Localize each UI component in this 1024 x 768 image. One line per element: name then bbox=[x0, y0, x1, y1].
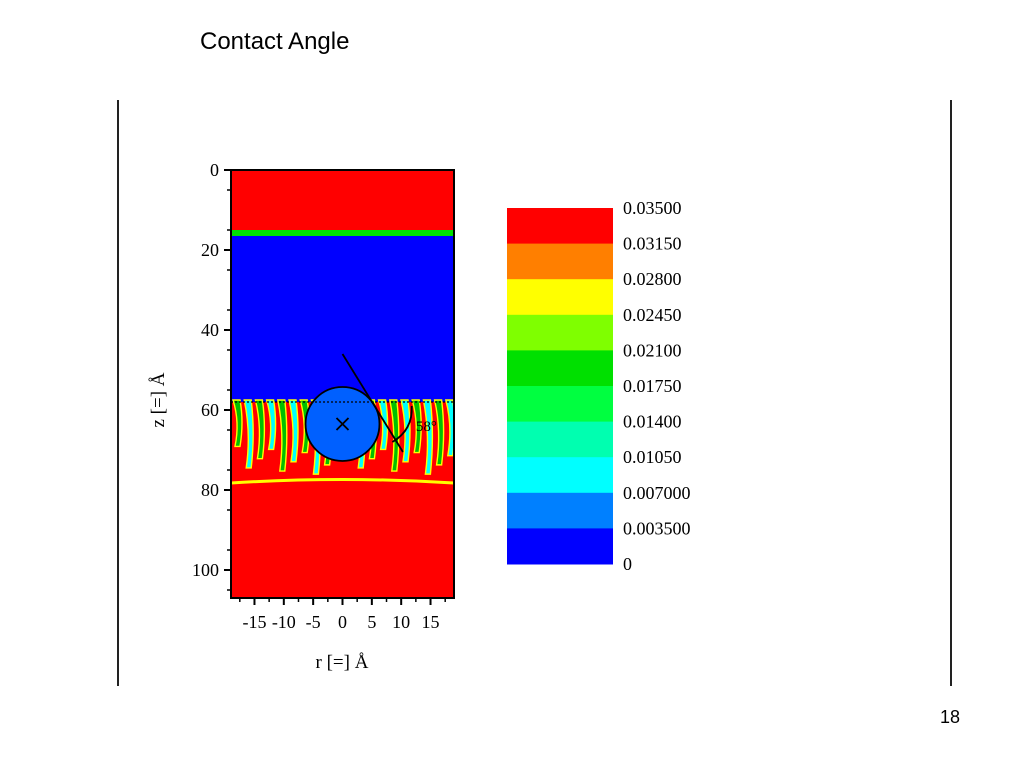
colorbar-segment bbox=[507, 492, 613, 529]
colorbar-segment bbox=[507, 528, 613, 565]
colorbar-segment bbox=[507, 457, 613, 494]
colorbar-label: 0.02450 bbox=[623, 305, 682, 325]
colorbar-segment bbox=[507, 386, 613, 423]
y-tick-label: 60 bbox=[201, 400, 219, 420]
density-finger bbox=[276, 399, 288, 472]
sphere-overlay: 58° bbox=[231, 353, 454, 462]
colorbar-segment bbox=[507, 421, 613, 458]
colorbar-label: 0.003500 bbox=[623, 518, 691, 538]
density-finger bbox=[232, 399, 243, 448]
colorbar: 0.03500 0.03150 0.02800 0.02450 0.02100 0.017… bbox=[507, 198, 691, 574]
density-finger bbox=[422, 399, 434, 475]
slide-title: Contact Angle bbox=[200, 28, 350, 55]
colorbar-label: 0.01400 bbox=[623, 412, 682, 432]
colorbar-segment bbox=[507, 208, 613, 245]
x-tick-label: 10 bbox=[392, 612, 410, 632]
x-tick-label: -10 bbox=[272, 612, 296, 632]
colorbar-label: 0.01750 bbox=[623, 376, 682, 396]
density-region-0 bbox=[231, 170, 454, 230]
y-tick-label: 100 bbox=[192, 560, 219, 580]
density-finger bbox=[411, 399, 422, 454]
colorbar-label: 0.02100 bbox=[623, 340, 682, 360]
density-finger bbox=[377, 399, 389, 451]
y-tick-label: 20 bbox=[201, 240, 219, 260]
colorbar-label: 0.03500 bbox=[623, 198, 682, 218]
page-number: 18 bbox=[940, 707, 961, 727]
colorbar-label: 0 bbox=[623, 554, 632, 574]
y-tick-label: 40 bbox=[201, 320, 219, 340]
y-axis-label: z [=] Å bbox=[148, 372, 169, 427]
x-tick-label: 0 bbox=[338, 612, 347, 632]
density-finger bbox=[388, 399, 400, 472]
density-finger bbox=[254, 399, 266, 460]
colorbar-label: 0.02800 bbox=[623, 269, 682, 289]
angle-arc bbox=[391, 405, 413, 443]
plot-area bbox=[231, 170, 454, 598]
density-finger bbox=[444, 399, 454, 457]
x-tick-label: 5 bbox=[367, 612, 376, 632]
density-finger bbox=[433, 399, 445, 466]
contact-angle-label: 58° bbox=[416, 419, 437, 435]
x-tick-label: -5 bbox=[306, 612, 321, 632]
sphere-center-marker bbox=[335, 417, 350, 431]
x-tick-label: 15 bbox=[422, 612, 440, 632]
figure-frame: 0 20 40 60 80 100 -15 -10 -5 0 5 10 15 z [=] Å r [=]… bbox=[117, 100, 952, 686]
colorbar-label: 0.01050 bbox=[623, 447, 682, 467]
colorbar-segment bbox=[507, 243, 613, 280]
colorbar-label: 0.007000 bbox=[623, 483, 691, 503]
colorbar-segment bbox=[507, 279, 613, 316]
colorbar-segment bbox=[507, 314, 613, 351]
sphere-outline bbox=[304, 386, 381, 462]
density-region-4 bbox=[231, 486, 454, 598]
y-tick-label: 80 bbox=[201, 480, 219, 500]
density-finger bbox=[288, 399, 299, 463]
density-region-2 bbox=[231, 236, 454, 398]
interface-lower-edge bbox=[231, 478, 454, 485]
colorbar-label: 0.03150 bbox=[623, 234, 682, 254]
x-axis-label: r [=] Å bbox=[316, 652, 369, 673]
tangent-line bbox=[341, 353, 404, 453]
density-region-1 bbox=[231, 230, 454, 236]
y-tick-label: 0 bbox=[210, 160, 219, 180]
density-finger bbox=[243, 399, 254, 469]
density-finger bbox=[265, 399, 277, 451]
x-tick-label: -15 bbox=[242, 612, 266, 632]
colorbar-segment bbox=[507, 350, 613, 387]
